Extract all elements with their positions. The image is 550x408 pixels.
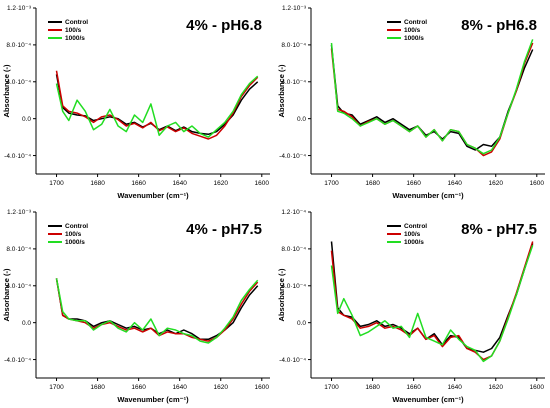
series-line-100s xyxy=(55,70,259,140)
x-tick-label: 1700 xyxy=(49,180,64,187)
chart-panel-8pct-ph7-5: -4.0·10⁻⁴ 0.0 4.0·10⁻⁴ 8.0·10⁻⁴ 1.2·10⁻⁴ 1700… xyxy=(275,204,550,408)
panel-title: 4% - pH7.5 xyxy=(186,221,262,238)
x-tick-label: 1680 xyxy=(90,180,105,187)
series-line-1000s xyxy=(330,244,534,363)
x-tick-label: 1600 xyxy=(255,384,270,391)
y-tick-label: 8.0·10⁻⁴ xyxy=(281,246,306,253)
legend-label: 100/s xyxy=(65,27,82,34)
series-line-100s xyxy=(330,42,534,157)
y-axis-title: Absorbance (-) xyxy=(277,268,286,321)
y-tick-label: 8.0·10⁻⁴ xyxy=(6,246,31,253)
chart-panel-4pct-ph7-5: -4.0·10⁻⁴ 0.0 4.0·10⁻⁴ 8.0·10⁻⁴ 1.2·10⁻³ 1700… xyxy=(0,204,275,408)
series-line-1000s xyxy=(55,75,259,138)
legend-label: 100/s xyxy=(65,231,82,238)
x-tick-label: 1700 xyxy=(324,384,339,391)
legend-label: Control xyxy=(404,223,427,230)
chart-panel-4pct-ph6-8: -4.0·10⁻⁴ 0.0 4.0·10⁻⁴ 8.0·10⁻⁴ 1.2·10⁻³ 1700… xyxy=(0,0,275,204)
x-tick-label: 1700 xyxy=(49,384,64,391)
series-line-1000s xyxy=(330,39,534,155)
panel-title: 8% - pH6.8 xyxy=(461,17,537,34)
x-tick-label: 1620 xyxy=(489,384,504,391)
series-line-control xyxy=(330,241,534,353)
panel-title: 8% - pH7.5 xyxy=(461,221,537,238)
y-tick-label: -4.0·10⁻⁴ xyxy=(4,153,31,160)
chart-svg: -4.0·10⁻⁴ 0.0 4.0·10⁻⁴ 8.0·10⁻⁴ 1.2·10⁻³ 1700… xyxy=(2,5,270,200)
y-tick-label: 0.0 xyxy=(22,116,31,123)
x-tick-label: 1640 xyxy=(172,384,187,391)
chart-svg: -4.0·10⁻⁴ 0.0 4.0·10⁻⁴ 8.0·10⁻⁴ 1.2·10⁻³ 1700… xyxy=(2,209,270,404)
x-tick-label: 1680 xyxy=(90,384,105,391)
y-axis-title: Absorbance (-) xyxy=(2,268,11,321)
y-axis-title: Absorbance (-) xyxy=(277,64,286,117)
legend-label: Control xyxy=(65,19,88,26)
chart-svg: -4.0·10⁻⁴ 0.0 4.0·10⁻⁴ 8.0·10⁻⁴ 1.2·10⁻⁴ 1700… xyxy=(277,209,545,404)
x-tick-label: 1680 xyxy=(365,180,380,187)
x-tick-label: 1620 xyxy=(214,180,229,187)
y-tick-label: 0.0 xyxy=(22,320,31,327)
legend-label: Control xyxy=(404,19,427,26)
legend-label: Control xyxy=(65,223,88,230)
x-tick-label: 1700 xyxy=(324,180,339,187)
x-axis-title: Wavenumber (cm⁻¹) xyxy=(392,395,464,404)
y-tick-label: 4.0·10⁻⁴ xyxy=(6,79,31,86)
x-tick-label: 1620 xyxy=(489,180,504,187)
y-tick-label: 0.0 xyxy=(297,116,306,123)
x-tick-label: 1640 xyxy=(447,384,462,391)
series-line-control xyxy=(330,44,534,151)
y-tick-label: 4.0·10⁻⁴ xyxy=(281,79,306,86)
x-axis-title: Wavenumber (cm⁻¹) xyxy=(117,191,189,200)
y-tick-label: 1.2·10⁻³ xyxy=(7,5,32,12)
x-tick-label: 1600 xyxy=(530,384,545,391)
x-tick-label: 1660 xyxy=(406,180,421,187)
x-tick-label: 1660 xyxy=(131,180,146,187)
x-axis-title: Wavenumber (cm⁻¹) xyxy=(117,395,189,404)
y-tick-label: 4.0·10⁻⁴ xyxy=(281,283,306,290)
y-axis-title: Absorbance (-) xyxy=(2,64,11,117)
y-tick-label: 8.0·10⁻⁴ xyxy=(6,42,31,49)
y-tick-label: 1.2·10⁻⁴ xyxy=(281,209,306,216)
legend-label: 1000/s xyxy=(404,239,424,246)
panel-title: 4% - pH6.8 xyxy=(186,17,262,34)
legend-label: 100/s xyxy=(404,27,421,34)
x-tick-label: 1660 xyxy=(406,384,421,391)
y-tick-label: 1.2·10⁻³ xyxy=(7,209,32,216)
x-tick-label: 1620 xyxy=(214,384,229,391)
x-tick-label: 1640 xyxy=(172,180,187,187)
y-tick-label: -4.0·10⁻⁴ xyxy=(279,357,306,364)
legend-label: 1000/s xyxy=(404,35,424,42)
y-tick-label: 8.0·10⁻⁴ xyxy=(281,42,306,49)
x-tick-label: 1600 xyxy=(255,180,270,187)
legend-label: 1000/s xyxy=(65,35,85,42)
y-tick-label: 0.0 xyxy=(297,320,306,327)
legend-label: 100/s xyxy=(404,231,421,238)
chart-svg: -4.0·10⁻⁴ 0.0 4.0·10⁻⁴ 8.0·10⁻⁴ 1.2·10⁻³ 1700… xyxy=(277,5,545,200)
series-line-100s xyxy=(330,241,534,361)
series-line-1000s xyxy=(55,278,259,344)
series-line-100s xyxy=(55,278,259,342)
x-axis-title: Wavenumber (cm⁻¹) xyxy=(392,191,464,200)
x-tick-label: 1680 xyxy=(365,384,380,391)
y-tick-label: -4.0·10⁻⁴ xyxy=(279,153,306,160)
y-tick-label: 1.2·10⁻³ xyxy=(282,5,307,12)
x-tick-label: 1660 xyxy=(131,384,146,391)
legend-label: 1000/s xyxy=(65,239,85,246)
y-tick-label: 4.0·10⁻⁴ xyxy=(6,283,31,290)
chart-panel-8pct-ph6-8: -4.0·10⁻⁴ 0.0 4.0·10⁻⁴ 8.0·10⁻⁴ 1.2·10⁻³ 1700… xyxy=(275,0,550,204)
y-tick-label: -4.0·10⁻⁴ xyxy=(4,357,31,364)
x-tick-label: 1600 xyxy=(530,180,545,187)
x-tick-label: 1640 xyxy=(447,180,462,187)
